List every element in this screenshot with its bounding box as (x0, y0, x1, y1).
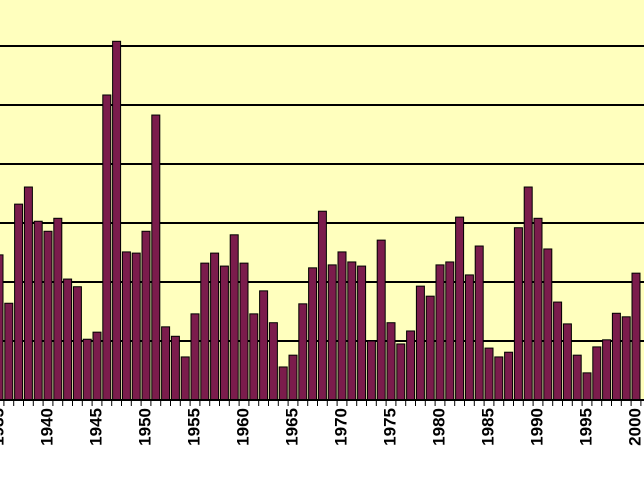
x-tick-label: 1940 (37, 408, 56, 446)
bar (112, 40, 122, 401)
bar (455, 216, 465, 401)
x-tick-label: 2000 (625, 408, 644, 446)
bar (553, 301, 563, 401)
bar (239, 262, 249, 401)
bar (170, 335, 180, 401)
x-tick-label: 1995 (576, 408, 595, 446)
x-tick-label: 1955 (184, 408, 203, 446)
bar (415, 285, 425, 401)
bar (219, 265, 229, 401)
bar (229, 234, 239, 401)
bar (562, 323, 572, 401)
bar (151, 114, 161, 401)
bar (190, 313, 200, 401)
bar (82, 338, 92, 401)
bar (131, 252, 141, 401)
bar (602, 339, 612, 401)
bar (63, 278, 73, 401)
bar (33, 220, 43, 401)
bar (347, 261, 357, 401)
bar (386, 322, 396, 401)
bar (366, 340, 376, 401)
x-tick-label: 1950 (135, 408, 154, 446)
bar (23, 186, 33, 401)
bar (572, 354, 582, 401)
bar (474, 245, 484, 401)
bar (43, 230, 53, 401)
bar (513, 227, 523, 401)
bar (161, 326, 171, 401)
bar (180, 356, 190, 401)
x-tick-label: 1965 (282, 408, 301, 446)
bar (464, 274, 474, 401)
x-tick-label: 1970 (331, 408, 350, 446)
bar (484, 347, 494, 401)
bar (200, 262, 210, 401)
bar (445, 261, 455, 401)
x-tick-label: 1980 (429, 408, 448, 446)
bar (259, 290, 269, 401)
bar (102, 94, 112, 401)
bar (425, 295, 435, 401)
bar (308, 267, 318, 401)
bar (288, 354, 298, 401)
x-tick-label: 1975 (380, 408, 399, 446)
bar (435, 264, 445, 401)
bar (53, 217, 63, 401)
bar (210, 252, 220, 401)
bar (121, 251, 131, 401)
bar (249, 313, 259, 401)
bar (4, 302, 14, 401)
bar (523, 186, 533, 401)
bar (268, 322, 278, 401)
bar (621, 316, 631, 401)
bar (611, 312, 621, 401)
x-tick-label: 1935 (0, 408, 7, 446)
bar (357, 265, 367, 401)
bar (582, 372, 592, 401)
x-tick-label: 1985 (478, 408, 497, 446)
x-tick-label: 1990 (527, 408, 546, 446)
bar (14, 203, 24, 401)
bar (543, 248, 553, 401)
bar (337, 251, 347, 401)
bar (0, 254, 4, 401)
bar (72, 286, 82, 401)
bar (406, 330, 416, 401)
bar (631, 272, 641, 401)
x-tick-label: 1945 (86, 408, 105, 446)
bar (298, 303, 308, 401)
bar (533, 217, 543, 401)
bar (592, 346, 602, 401)
x-tick-label: 1960 (233, 408, 252, 446)
bar (92, 331, 102, 401)
bar (278, 366, 288, 401)
bar (504, 351, 514, 401)
bar (317, 210, 327, 401)
bar (376, 239, 386, 401)
bar (494, 356, 504, 401)
bar (141, 230, 151, 401)
bar (396, 343, 406, 401)
bar (327, 264, 337, 401)
